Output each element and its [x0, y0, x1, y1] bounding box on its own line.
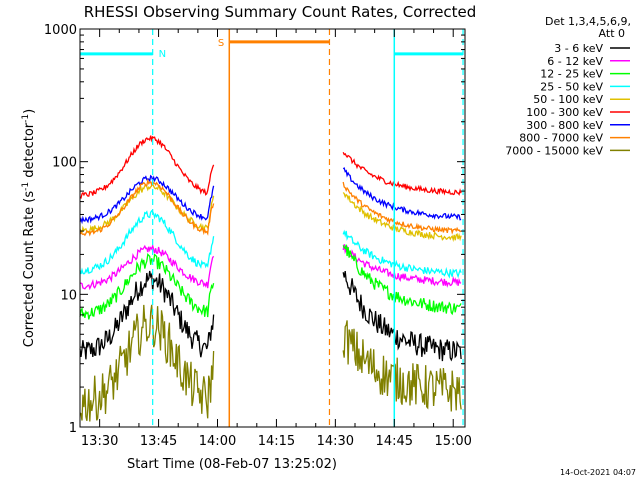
y-tick-label: 1: [69, 421, 77, 436]
series-line-before-gap: [79, 209, 215, 275]
legend-label: 6 - 12 keV: [547, 55, 603, 68]
legend-label: 12 - 25 keV: [540, 68, 603, 81]
x-tick-label: 14:00: [199, 434, 236, 449]
series-line-before-gap: [79, 135, 215, 199]
x-axis-label: Start Time (08-Feb-07 13:25:02): [127, 457, 337, 472]
x-tick-label: 13:30: [81, 434, 118, 449]
x-tick-label: 13:45: [140, 434, 177, 449]
series-line-before-gap: [79, 304, 215, 422]
saa-bar-label: S: [218, 38, 224, 49]
series-layer: [79, 135, 462, 422]
series-line-after-gap: [342, 192, 462, 243]
legend-label: 7000 - 15000 keV: [505, 144, 603, 157]
series-line-after-gap: [342, 181, 462, 235]
x-tick-label: 14:45: [376, 434, 413, 449]
series-line-after-gap: [342, 270, 462, 362]
y-axis-label: Corrected Count Rate (s-1 detector-1): [21, 109, 37, 347]
series-line-after-gap: [342, 244, 462, 288]
legend-label: 100 - 300 keV: [526, 106, 603, 119]
legend-label: 800 - 7000 keV: [519, 132, 603, 145]
legend-header-detectors: Det 1,3,4,5,6,9,: [545, 15, 631, 28]
x-tick-label: 15:00: [434, 434, 471, 449]
series-line-before-gap: [79, 178, 215, 237]
series-line-before-gap: [79, 253, 215, 320]
plot-frame: [79, 28, 466, 428]
plot-area: NS 13:30 13:45 14:00 14:15 14:30 14:45 15:0011…: [44, 23, 472, 449]
x-tick-label: 14:30: [317, 434, 354, 449]
y-tick-label: 10: [60, 288, 77, 303]
series-line-after-gap: [342, 167, 462, 221]
legend-label: 300 - 800 keV: [526, 119, 603, 132]
series-line-after-gap: [342, 229, 462, 279]
series-line-after-gap: [342, 244, 462, 316]
timestamp: 14-Oct-2021 04:07: [560, 468, 636, 477]
markers-layer: NS: [80, 29, 464, 427]
legend-label: 25 - 50 keV: [540, 80, 603, 93]
chart-title: RHESSI Observing Summary Count Rates, Co…: [84, 3, 477, 21]
x-tick-label: 14:15: [258, 434, 295, 449]
series-line-after-gap: [342, 151, 462, 196]
series-line-before-gap: [80, 243, 215, 291]
legend-label: 3 - 6 keV: [554, 42, 603, 55]
legend-label: 50 - 100 keV: [533, 93, 603, 106]
night-bar-label: N: [159, 49, 166, 60]
y-tick-label: 100: [52, 156, 77, 171]
legend-header-attenuator: Att 0: [599, 27, 625, 40]
ticks-layer: 13:30 13:45 14:00 14:15 14:30 14:45 15:00 1 10 10…: [44, 23, 472, 449]
y-tick-label: 1000: [44, 23, 77, 38]
series-line-before-gap: [79, 174, 215, 225]
series-line-before-gap: [79, 270, 215, 360]
series-line-after-gap: [342, 320, 462, 412]
